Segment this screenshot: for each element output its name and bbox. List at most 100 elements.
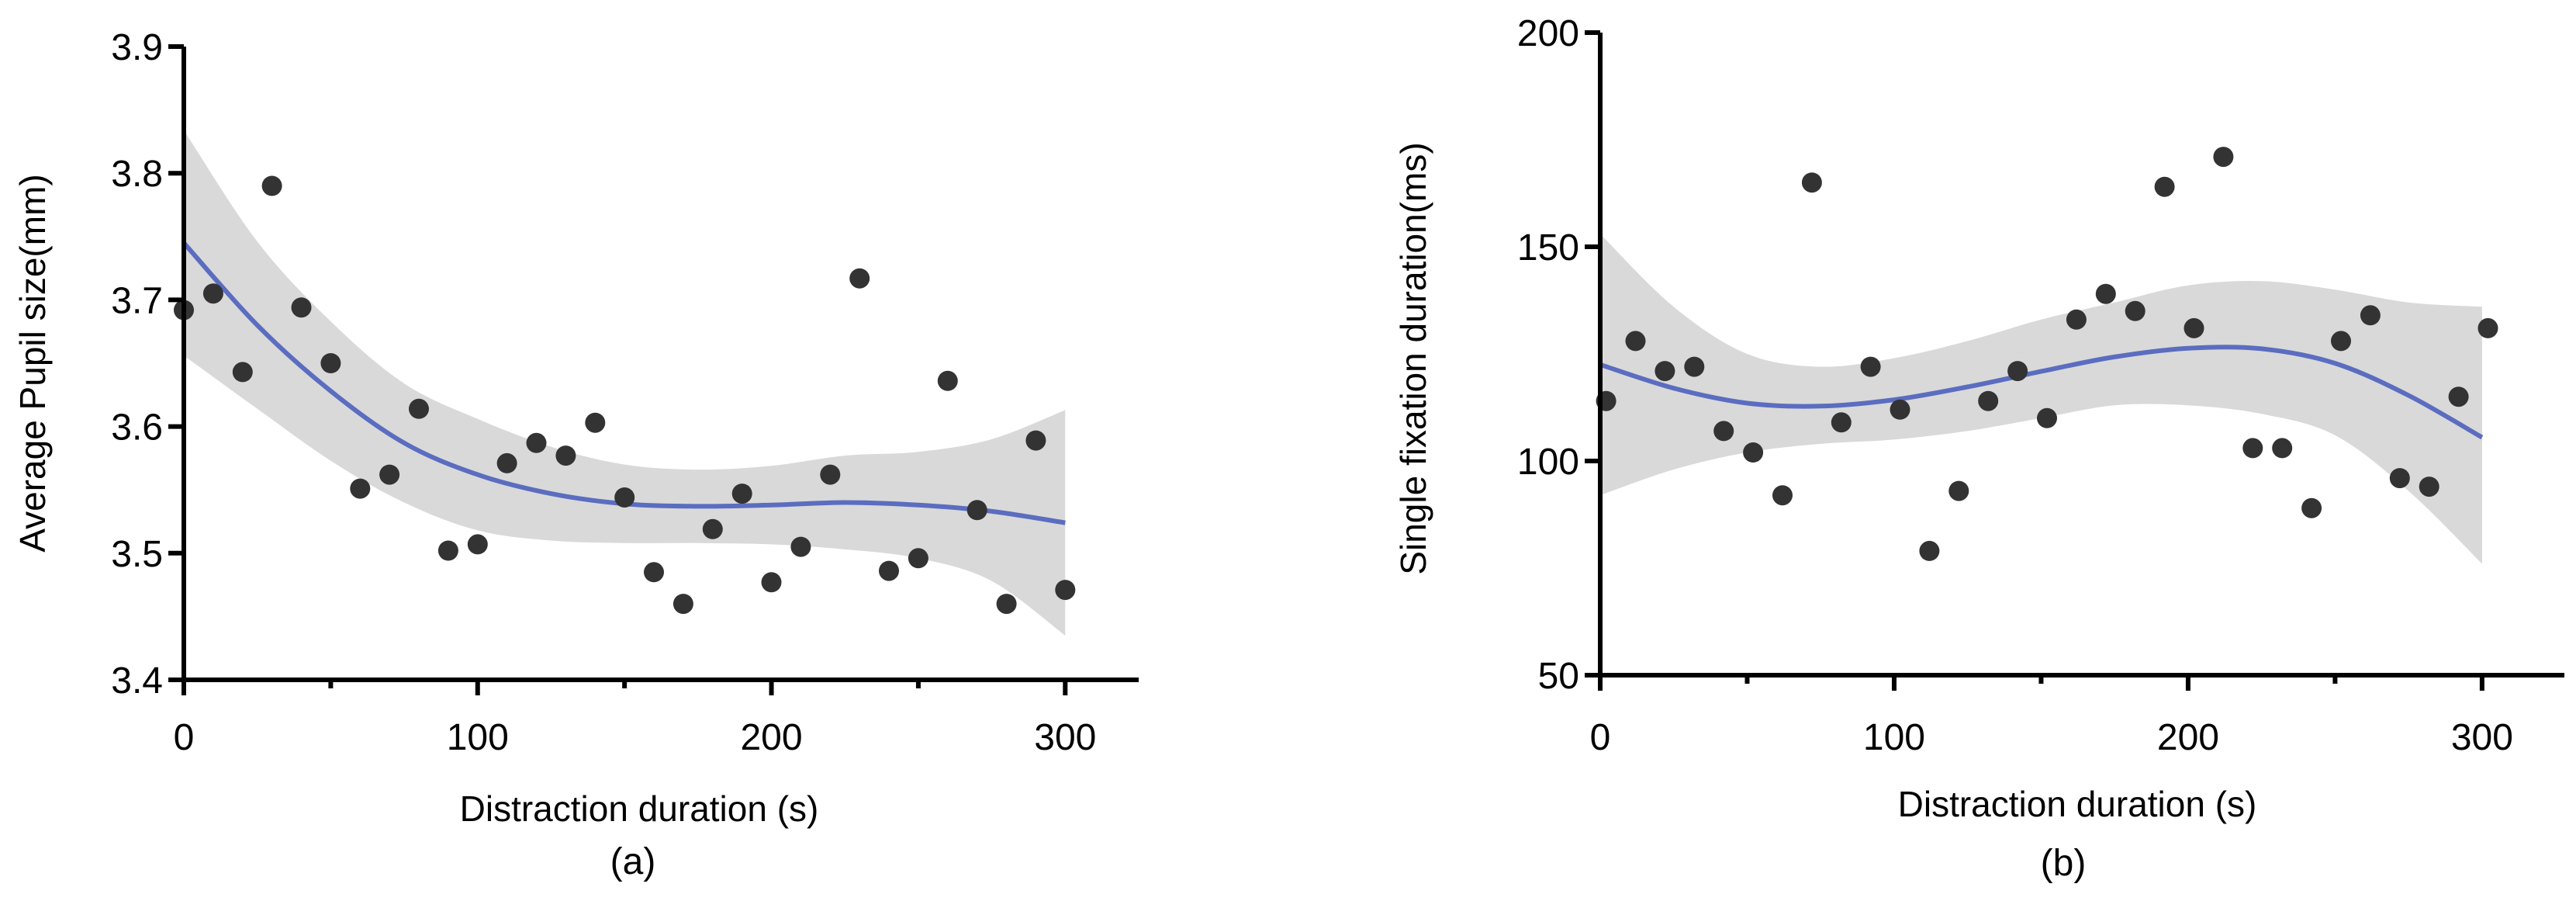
x-tick-label: 0 (1590, 717, 1611, 758)
data-point (966, 500, 987, 521)
data-point (261, 175, 282, 196)
y-axis-label: Average Pupil size(mm) (12, 174, 53, 552)
data-point (790, 536, 811, 557)
data-point (350, 478, 371, 499)
data-point (908, 548, 928, 569)
data-point (1978, 390, 1999, 411)
x-axis-label: Distraction duration (s) (460, 788, 819, 829)
x-tick-label: 100 (1863, 717, 1925, 758)
y-tick-label: 3.4 (111, 660, 163, 702)
x-tick-label: 200 (2157, 717, 2219, 758)
data-point (1919, 540, 1940, 561)
y-tick-label: 3.8 (111, 154, 163, 195)
y-tick-label: 3.5 (111, 534, 163, 575)
data-point (320, 353, 341, 373)
y-tick-label: 100 (1517, 442, 1579, 483)
data-point (2477, 317, 2498, 338)
data-point (1625, 331, 1646, 352)
x-tick-label: 200 (740, 717, 802, 758)
data-point (1890, 399, 1910, 420)
data-point (1801, 172, 1822, 193)
data-point (379, 464, 400, 485)
data-point (1655, 361, 1675, 382)
data-point (820, 464, 841, 485)
fit-line-layer (182, 241, 1066, 525)
data-point (2066, 309, 2087, 330)
y-tick-label: 50 (1538, 656, 1579, 697)
data-point (2389, 468, 2410, 489)
data-point (1684, 356, 1705, 377)
data-point (409, 398, 429, 419)
data-point (555, 445, 576, 466)
confidence-band (184, 130, 1066, 636)
x-axis-label: Distraction duration (s) (1898, 784, 2257, 824)
fit-line (1599, 345, 2484, 440)
y-axis-label: Single fixation duration(ms) (1393, 142, 1433, 574)
data-point (849, 268, 870, 289)
data-point (467, 534, 488, 555)
data-point (761, 572, 782, 593)
y-tick-label: 3.9 (111, 27, 163, 68)
data-point (1772, 485, 1793, 506)
y-tick-label: 150 (1517, 227, 1579, 269)
data-point (2007, 361, 2028, 382)
x-ticks: 0 100 200 300 (1590, 675, 2513, 758)
data-point (2301, 497, 2322, 518)
y-ticks: 3.4 3.5 3.6 3.7 3.8 3.9 (111, 27, 184, 702)
confidence-band (1600, 234, 2482, 564)
confidence-band-layer (1600, 234, 2482, 564)
data-point (1831, 412, 1852, 433)
data-point (2272, 438, 2293, 459)
data-point (585, 412, 606, 433)
data-point (2360, 305, 2381, 326)
data-point (2331, 331, 2351, 352)
y-ticks: 50 100 150 200 (1517, 13, 1600, 697)
x-tick-label: 100 (447, 717, 509, 758)
x-tick-label: 300 (1034, 717, 1096, 758)
data-point (526, 432, 547, 453)
data-point (1860, 356, 1881, 377)
data-point (2448, 386, 2469, 407)
data-point (2154, 176, 2175, 197)
data-point (2184, 317, 2204, 338)
data-point (2242, 438, 2263, 459)
data-point (702, 518, 723, 539)
panel-b: 50 100 150 200 0 100 200 300 Single fixation d… (1393, 13, 2564, 884)
data-point (496, 452, 517, 473)
data-point (2125, 300, 2146, 321)
data-point (437, 540, 458, 561)
x-tick-label: 0 (174, 717, 195, 758)
data-point (673, 594, 693, 615)
panel-a: 3.4 3.5 3.6 3.7 3.8 3.9 0 100 200 300 Average Pu… (12, 27, 1139, 882)
data-point (937, 370, 958, 391)
data-point (879, 560, 899, 581)
confidence-band-layer (184, 130, 1066, 636)
data-point (1055, 580, 1076, 601)
x-ticks: 0 100 200 300 (174, 680, 1096, 758)
scatter-points (174, 175, 1076, 615)
data-point (644, 562, 664, 583)
data-point (2037, 407, 2057, 428)
data-point (2095, 283, 2116, 304)
x-tick-label: 300 (2451, 717, 2513, 758)
y-tick-label: 200 (1517, 13, 1579, 54)
data-point (232, 362, 253, 383)
panel-label-b: (b) (2041, 843, 2087, 884)
data-point (291, 297, 312, 318)
data-point (614, 487, 635, 508)
fit-line (182, 241, 1066, 525)
data-point (2213, 147, 2234, 168)
data-point (1743, 442, 1764, 463)
data-point (1948, 480, 1969, 501)
data-point (202, 283, 223, 304)
y-tick-label: 3.7 (111, 280, 163, 321)
scatter-points (1596, 147, 2498, 561)
panel-label-a: (a) (610, 841, 656, 882)
data-point (2419, 477, 2439, 497)
fit-line-layer (1599, 345, 2484, 440)
data-point (996, 594, 1017, 615)
data-point (1025, 430, 1046, 451)
data-point (1713, 421, 1734, 442)
y-tick-label: 3.6 (111, 407, 163, 449)
